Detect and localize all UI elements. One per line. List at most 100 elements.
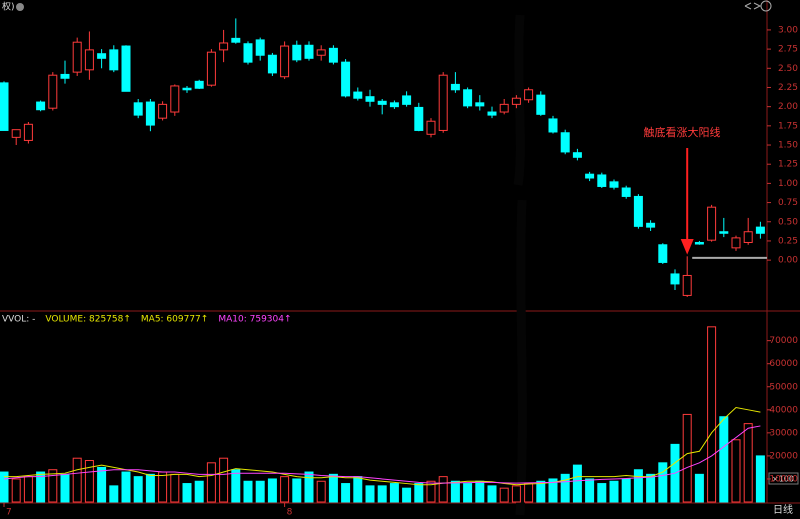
candle-body <box>597 174 607 187</box>
volume-bar <box>341 483 351 503</box>
candle-body <box>341 61 351 97</box>
volume-bar <box>438 476 448 503</box>
candle-body <box>499 103 509 113</box>
volume-bar <box>597 483 607 503</box>
volume-bar <box>84 460 94 503</box>
candle-body <box>536 94 546 115</box>
y-tick-label: 2.50 <box>778 64 798 74</box>
volume-bar <box>646 473 656 503</box>
volume-bar <box>694 473 704 503</box>
candle-body <box>145 101 155 126</box>
candle-body <box>511 97 521 105</box>
volume-bar <box>267 478 277 503</box>
y-tick-label: 20000 <box>769 451 798 461</box>
y-tick-label: 70000 <box>769 336 798 346</box>
candle-body <box>194 80 204 89</box>
candle-body <box>11 129 21 138</box>
volume-bar <box>219 457 229 503</box>
volume-bar <box>194 480 204 503</box>
volume-bar <box>389 483 399 503</box>
volume-bar <box>658 462 668 503</box>
volume-bar <box>524 483 534 503</box>
chart-title: 权) <box>2 1 15 13</box>
y-tick-label: 1.75 <box>778 121 798 131</box>
zoom-icon[interactable] <box>760 0 772 12</box>
candle-body <box>328 47 338 63</box>
candle-body <box>133 102 143 116</box>
volume-bar <box>231 469 241 503</box>
volume-bar <box>450 480 460 503</box>
x-tick-label: 7 <box>6 508 12 518</box>
candle-body <box>97 53 107 59</box>
candle-body <box>170 85 180 113</box>
volume-bar <box>72 457 82 503</box>
candle-body <box>267 54 277 74</box>
y-tick-label: 2.75 <box>778 45 798 55</box>
volume-bar <box>426 480 436 503</box>
volume-bar <box>353 476 363 503</box>
volume-bar <box>633 469 643 503</box>
volume-bar <box>487 485 497 503</box>
volume-bar <box>743 423 753 503</box>
volume-bar <box>719 416 729 503</box>
y-tick-label: 10000 <box>769 474 798 484</box>
volume-bar <box>182 483 192 503</box>
volume-bar <box>365 485 375 503</box>
volume-bar <box>463 483 473 503</box>
candle-body <box>585 173 595 179</box>
candle-body <box>682 274 692 296</box>
y-tick-label: 0.75 <box>778 198 798 208</box>
volume-bar <box>11 478 21 503</box>
candle-body <box>646 222 656 228</box>
y-tick-label: 0.50 <box>778 217 798 227</box>
candle-body <box>121 45 131 92</box>
settings-icon[interactable] <box>16 3 24 11</box>
volume-bar <box>621 478 631 503</box>
volume-bar <box>731 439 741 503</box>
candle-body <box>414 106 424 131</box>
annotation: 触底看涨大阳线 <box>644 125 721 139</box>
volume-bar <box>499 487 509 503</box>
candle-body <box>426 120 436 135</box>
y-tick-label: 2.00 <box>778 102 798 112</box>
volume-bar <box>316 480 326 503</box>
candle-body <box>438 74 448 131</box>
candle-body <box>353 91 363 99</box>
ma-line <box>3 425 761 484</box>
volume-bar <box>377 485 387 503</box>
candle-body <box>304 44 314 59</box>
candle-body <box>450 83 460 91</box>
y-tick-label: 50000 <box>769 382 798 392</box>
y-tick-label: 1.00 <box>778 179 798 189</box>
y-tick-label: 3.00 <box>778 25 798 35</box>
candle-body <box>60 73 70 79</box>
legend-text: MA10: 759304↑ <box>218 315 291 325</box>
volume-bar <box>121 471 131 503</box>
volume-bar <box>536 480 546 503</box>
candle-body <box>48 74 58 109</box>
candle-body <box>84 49 94 71</box>
legend-text: VOLUME: 825758↑ <box>45 315 130 325</box>
candle-body <box>377 100 387 105</box>
volume-bar <box>304 471 314 503</box>
volume-bar <box>36 471 46 503</box>
candle-body <box>389 102 399 108</box>
volume-bar <box>707 326 717 503</box>
candle-body <box>23 123 33 141</box>
ma-line <box>4 406 761 486</box>
candle-body <box>548 118 558 133</box>
unit-label: ×100 <box>772 475 794 484</box>
y-tick-label: 60000 <box>769 359 798 369</box>
x-tick-label: 8 <box>287 508 293 518</box>
candle-body <box>755 226 765 234</box>
volume-bar <box>23 476 33 503</box>
period-label[interactable]: 日线 <box>773 503 793 516</box>
nav-icon[interactable] <box>744 2 762 10</box>
volume-bar <box>255 480 265 503</box>
redaction <box>513 14 527 516</box>
candle-body <box>658 244 668 263</box>
y-tick-label: 2.25 <box>778 83 798 93</box>
volume-bar <box>609 480 619 503</box>
volume-bar <box>133 476 143 503</box>
volume-bar <box>145 473 155 503</box>
